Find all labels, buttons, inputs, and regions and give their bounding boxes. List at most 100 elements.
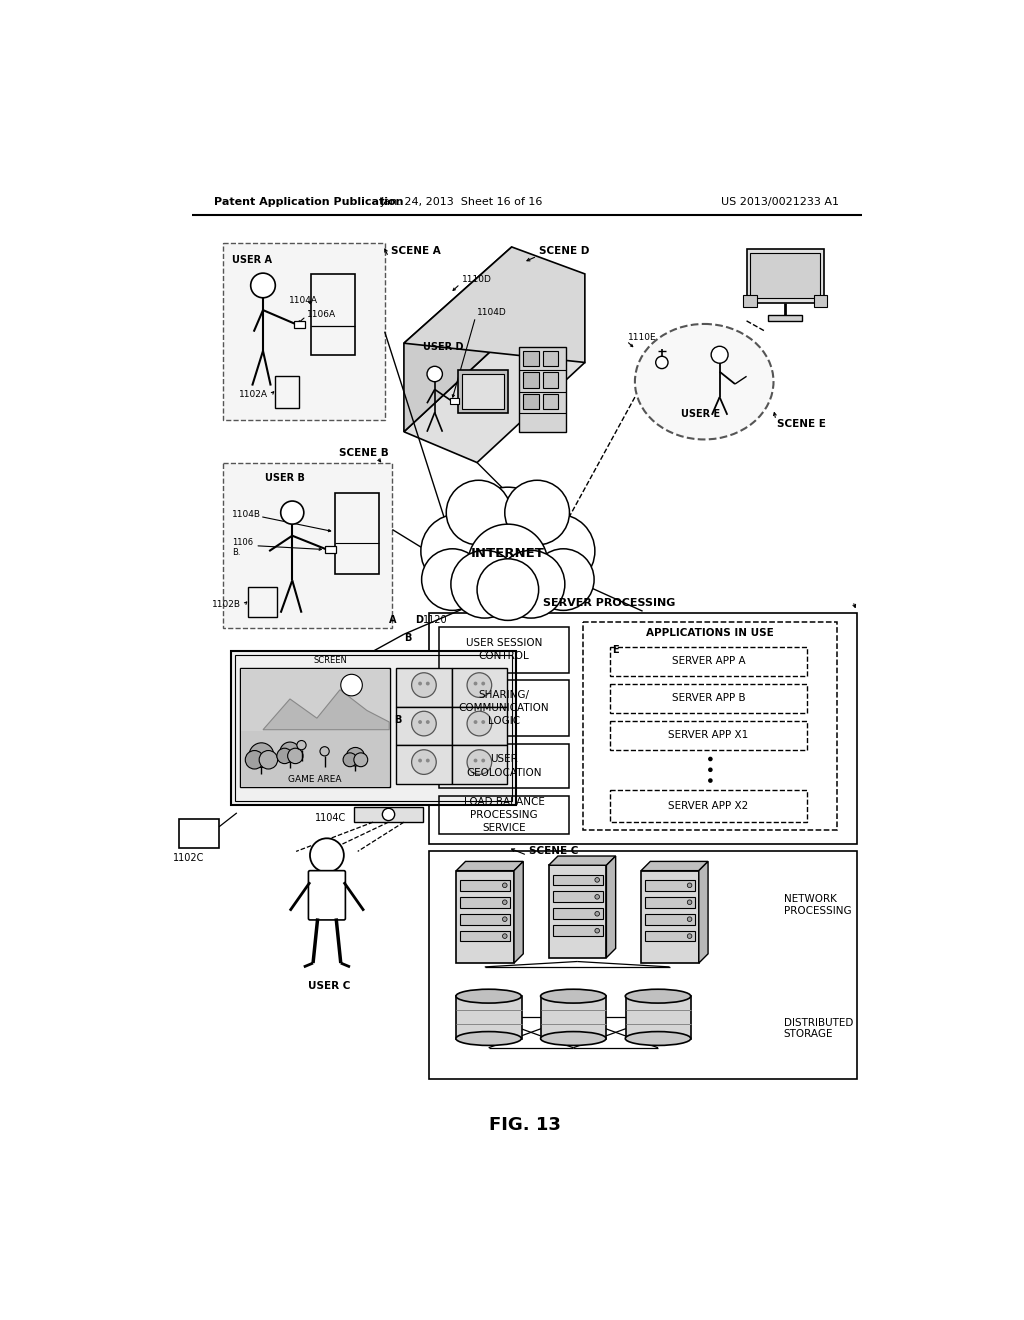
- Bar: [396, 706, 452, 744]
- Bar: [429, 612, 857, 843]
- Bar: [543, 395, 558, 409]
- Bar: [452, 744, 507, 784]
- Bar: [438, 743, 569, 788]
- Text: B: B: [394, 714, 401, 725]
- Circle shape: [343, 752, 357, 767]
- Circle shape: [497, 550, 565, 618]
- Bar: [458, 370, 508, 413]
- Bar: [234, 655, 512, 801]
- Circle shape: [382, 808, 394, 821]
- Circle shape: [708, 756, 713, 762]
- FancyBboxPatch shape: [308, 871, 345, 920]
- Bar: [457, 871, 514, 964]
- Text: 1104A: 1104A: [289, 297, 318, 305]
- Circle shape: [310, 838, 344, 873]
- Polygon shape: [457, 862, 523, 871]
- Circle shape: [421, 513, 495, 589]
- Text: SCENE B: SCENE B: [339, 449, 388, 458]
- Text: 1106A: 1106A: [307, 310, 336, 319]
- Text: SCENE D: SCENE D: [539, 246, 589, 256]
- Circle shape: [418, 759, 422, 763]
- Bar: [223, 462, 392, 628]
- Polygon shape: [403, 247, 512, 432]
- Text: SHARING/
COMMUNICATION
LOGIC: SHARING/ COMMUNICATION LOGIC: [459, 690, 549, 726]
- Circle shape: [297, 741, 306, 750]
- Bar: [326, 546, 336, 553]
- Bar: [610, 721, 807, 750]
- Circle shape: [503, 917, 507, 921]
- Bar: [438, 681, 569, 737]
- Text: 1110D: 1110D: [462, 275, 492, 284]
- Circle shape: [259, 751, 278, 770]
- Bar: [460, 896, 510, 908]
- Polygon shape: [514, 862, 523, 964]
- Bar: [462, 374, 504, 409]
- Circle shape: [521, 513, 595, 589]
- Circle shape: [477, 558, 539, 620]
- Bar: [248, 587, 276, 616]
- Bar: [553, 908, 602, 919]
- Circle shape: [595, 928, 599, 933]
- Circle shape: [711, 346, 728, 363]
- Circle shape: [427, 366, 442, 381]
- Text: A: A: [389, 615, 396, 626]
- Bar: [523, 395, 539, 409]
- Text: 1104B: 1104B: [232, 511, 261, 519]
- Bar: [274, 376, 299, 408]
- Polygon shape: [698, 862, 708, 964]
- Circle shape: [468, 524, 548, 605]
- Bar: [523, 372, 539, 388]
- Bar: [645, 913, 695, 924]
- Text: SCREEN: SCREEN: [313, 656, 347, 665]
- Circle shape: [280, 742, 300, 762]
- Bar: [641, 871, 698, 964]
- Bar: [230, 651, 515, 805]
- Ellipse shape: [635, 323, 773, 440]
- Circle shape: [532, 549, 594, 610]
- Bar: [626, 997, 691, 1039]
- Bar: [460, 913, 510, 924]
- Bar: [610, 684, 807, 713]
- Circle shape: [281, 502, 304, 524]
- Ellipse shape: [541, 1032, 606, 1045]
- Bar: [541, 997, 606, 1039]
- Text: 1104C: 1104C: [314, 813, 346, 822]
- Circle shape: [249, 743, 273, 767]
- Circle shape: [276, 748, 292, 763]
- Bar: [543, 372, 558, 388]
- Bar: [553, 874, 602, 886]
- Circle shape: [354, 752, 368, 767]
- Circle shape: [246, 751, 264, 770]
- Bar: [429, 851, 857, 1078]
- Polygon shape: [263, 689, 389, 730]
- Bar: [549, 866, 606, 958]
- Circle shape: [341, 675, 362, 696]
- Circle shape: [288, 748, 303, 763]
- Circle shape: [503, 933, 507, 939]
- Ellipse shape: [541, 989, 606, 1003]
- Text: NETWORK
PROCESSING: NETWORK PROCESSING: [783, 895, 851, 916]
- Bar: [645, 931, 695, 941]
- Text: US 2013/0021233 A1: US 2013/0021233 A1: [721, 197, 839, 207]
- Text: USER C: USER C: [307, 981, 350, 991]
- Circle shape: [473, 721, 477, 723]
- Bar: [223, 243, 385, 420]
- Bar: [553, 925, 602, 936]
- Polygon shape: [606, 855, 615, 958]
- Bar: [460, 931, 510, 941]
- Text: USER E: USER E: [681, 409, 720, 418]
- Text: 1110E: 1110E: [628, 333, 656, 342]
- Circle shape: [481, 759, 485, 763]
- Ellipse shape: [626, 989, 691, 1003]
- Circle shape: [412, 750, 436, 775]
- Circle shape: [412, 711, 436, 737]
- Circle shape: [708, 767, 713, 772]
- Text: USER SESSION
CONTROL: USER SESSION CONTROL: [466, 638, 542, 661]
- Text: SERVER PROCESSING: SERVER PROCESSING: [543, 598, 675, 609]
- Circle shape: [426, 681, 430, 685]
- Circle shape: [595, 911, 599, 916]
- Bar: [742, 296, 757, 308]
- Ellipse shape: [626, 1032, 691, 1045]
- Bar: [294, 321, 304, 327]
- Text: 1102B: 1102B: [212, 599, 242, 609]
